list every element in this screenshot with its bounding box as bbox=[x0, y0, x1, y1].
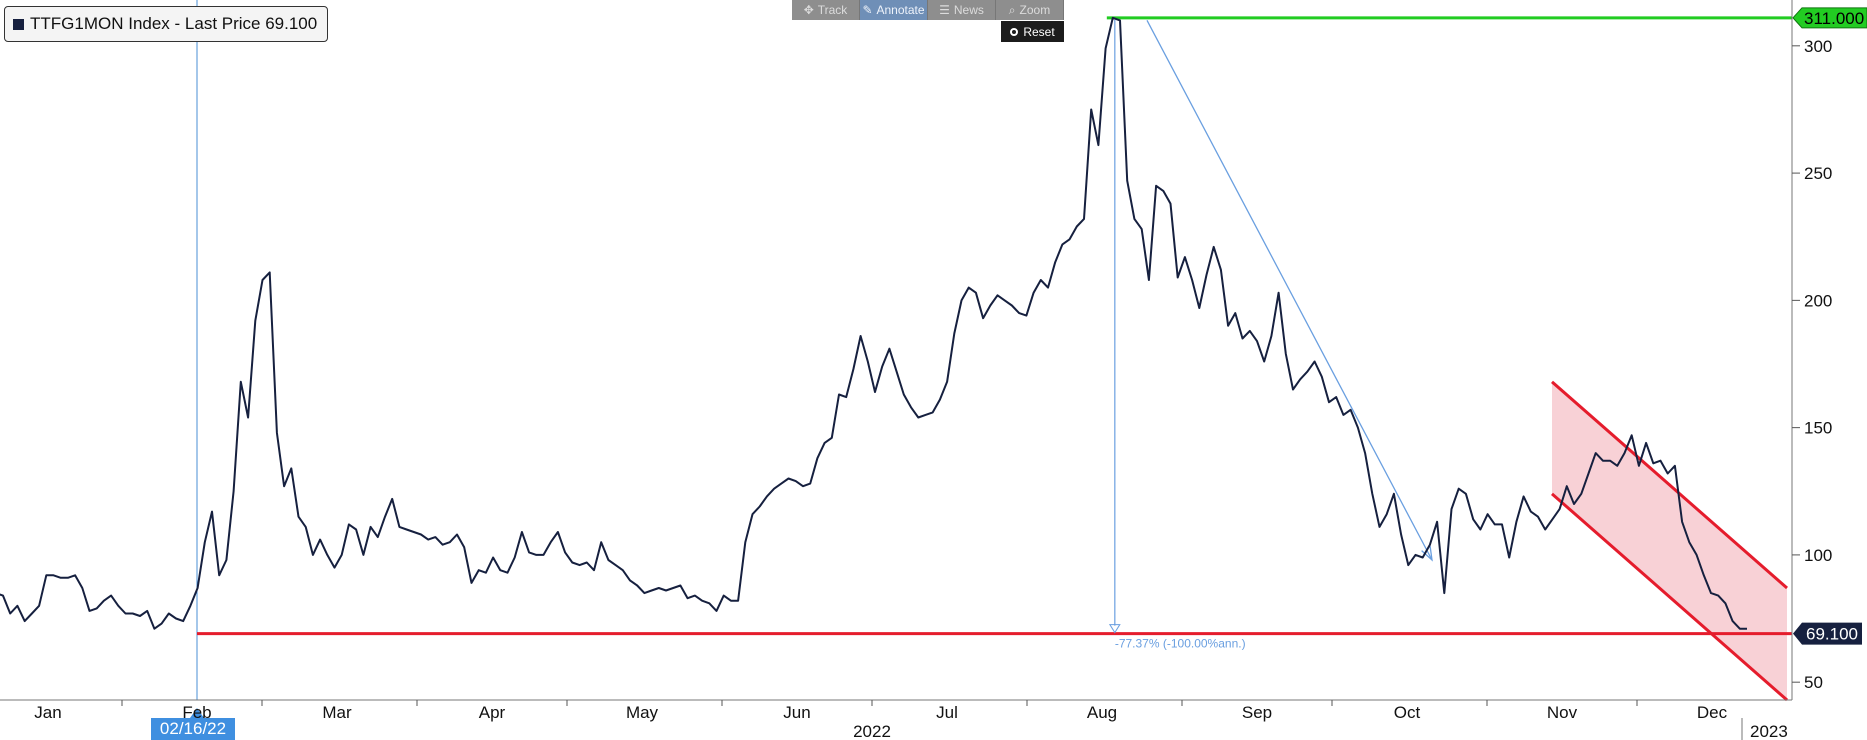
x-tick-label: Oct bbox=[1394, 703, 1421, 722]
zoom-button[interactable]: ⌕ Zoom bbox=[996, 0, 1064, 20]
high-value-tag: 311.000 bbox=[1792, 7, 1867, 29]
high-value-tag-label: 311.000 bbox=[1804, 9, 1864, 28]
y-tick-label: 200 bbox=[1804, 291, 1832, 310]
legend-swatch bbox=[13, 18, 24, 30]
y-tick-label: 300 bbox=[1804, 37, 1832, 56]
last-price-tag-bg bbox=[1793, 622, 1862, 645]
reset-button[interactable]: Reset bbox=[1001, 21, 1064, 42]
chart-toolbar: ✥ Track ✎ Annotate ☰ News ⌕ Zoom bbox=[792, 0, 1064, 20]
channel-upper-line bbox=[1551, 380, 1788, 590]
cursor-date-badge: 02/16/22 bbox=[151, 718, 235, 740]
crosshair-icon: ✥ bbox=[803, 3, 814, 17]
legend-label: TTFG1MON Index - Last Price 69.100 bbox=[30, 14, 318, 33]
last-price-tag-label: 69.100 bbox=[1806, 625, 1858, 644]
cursor-marker bbox=[190, 708, 204, 718]
x-tick-label: Jun bbox=[783, 703, 810, 722]
pencil-icon: ✎ bbox=[862, 3, 873, 17]
y-tick-label: 150 bbox=[1804, 419, 1832, 438]
y-tick-label: 50 bbox=[1804, 673, 1823, 692]
x-tick-label: Jan bbox=[34, 703, 61, 722]
plot-background bbox=[0, 0, 1792, 700]
series-layer bbox=[0, 16, 1747, 630]
channel-lower-line bbox=[1551, 492, 1788, 702]
x-tick-label: Sep bbox=[1242, 703, 1272, 722]
last-price-tag: 69.100 bbox=[1793, 622, 1862, 645]
year-label: 2023 bbox=[1750, 722, 1788, 740]
x-tick-label: Apr bbox=[479, 703, 506, 722]
radio-icon bbox=[1010, 27, 1019, 36]
drawdown-arrow-head bbox=[1108, 624, 1121, 634]
legend-box[interactable]: TTFG1MON Index - Last Price 69.100 bbox=[4, 6, 329, 42]
x-tick-label: Dec bbox=[1697, 703, 1728, 722]
axis-layer: 50 100 150 200 250 300 Jan Feb Mar Apr May Jun Jul Au… bbox=[34, 37, 1832, 740]
news-icon: ☰ bbox=[939, 3, 950, 17]
track-button[interactable]: ✥ Track bbox=[792, 0, 860, 20]
x-tick-label: Aug bbox=[1087, 703, 1117, 722]
news-button[interactable]: ☰ News bbox=[928, 0, 996, 20]
x-tick-label: Jul bbox=[936, 703, 958, 722]
x-tick-label: May bbox=[626, 703, 659, 722]
x-tick-label: Feb bbox=[182, 703, 211, 722]
price-line bbox=[0, 16, 1747, 630]
x-tick-label: Nov bbox=[1547, 703, 1578, 722]
x-tick-label: Mar bbox=[322, 703, 352, 722]
y-tick-label: 100 bbox=[1804, 546, 1832, 565]
overlay-layer: 311.000 69.100 bbox=[190, 7, 1867, 718]
trend-arrow bbox=[1146, 20, 1433, 561]
magnifier-icon: ⌕ bbox=[1008, 2, 1016, 17]
drawdown-label: -77.37% (-100.00%ann.) bbox=[1115, 637, 1246, 651]
y-tick-label: 250 bbox=[1804, 164, 1832, 183]
annotate-button[interactable]: ✎ Annotate bbox=[860, 0, 928, 20]
high-value-tag-bg bbox=[1792, 7, 1867, 29]
year-label: 2022 bbox=[853, 722, 891, 740]
